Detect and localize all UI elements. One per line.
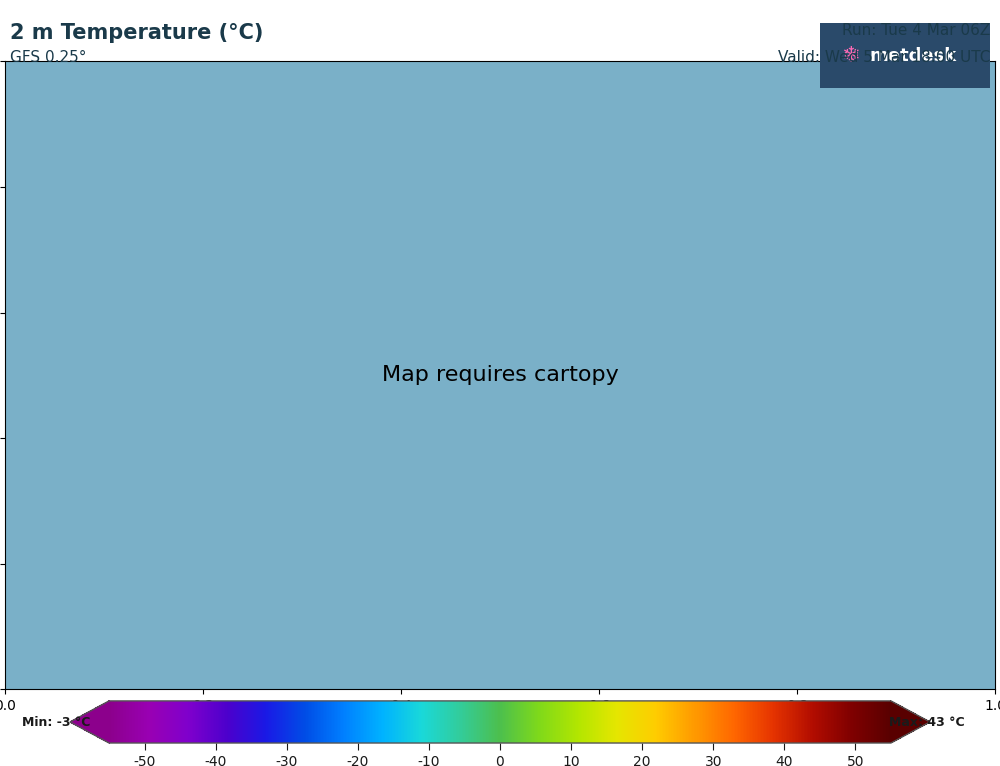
PathPatch shape [891, 701, 930, 743]
Text: 2 m Temperature (°C): 2 m Temperature (°C) [10, 23, 263, 43]
Text: GFS 0.25°: GFS 0.25° [10, 50, 87, 65]
Text: Min: -3 °C: Min: -3 °C [22, 716, 90, 728]
Text: Map requires cartopy: Map requires cartopy [382, 365, 618, 385]
PathPatch shape [70, 701, 109, 743]
Text: Max: 43 °C: Max: 43 °C [889, 716, 965, 728]
Text: metdesk: metdesk [870, 47, 957, 64]
Text: Valid: Wed 5 Mar 18:00 UTC: Valid: Wed 5 Mar 18:00 UTC [778, 50, 990, 65]
Text: ❄: ❄ [841, 45, 860, 66]
Text: Run: Tue 4 Mar 06Z: Run: Tue 4 Mar 06Z [842, 23, 990, 38]
